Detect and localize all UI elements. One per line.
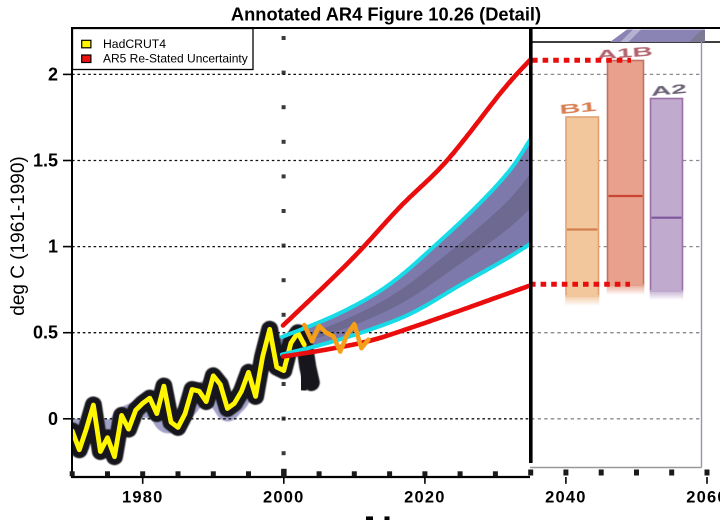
- svg-text:1.5: 1.5: [33, 151, 58, 171]
- svg-text:A2: A2: [650, 81, 687, 99]
- svg-text:AR5 Re-Stated Uncertainty: AR5 Re-Stated Uncertainty: [103, 52, 248, 66]
- svg-text:0: 0: [48, 409, 58, 429]
- svg-text:2: 2: [48, 64, 58, 84]
- svg-text:1: 1: [48, 237, 58, 257]
- svg-text:2040: 2040: [545, 489, 587, 507]
- svg-text:2000: 2000: [263, 489, 305, 507]
- svg-text:Annotated AR4 Figure 10.26 (De: Annotated AR4 Figure 10.26 (Detail): [231, 4, 541, 25]
- svg-text:0.5: 0.5: [33, 323, 58, 343]
- svg-text:1980: 1980: [122, 489, 164, 507]
- svg-text:HadCRUT4: HadCRUT4: [103, 37, 166, 51]
- svg-text:2020: 2020: [404, 489, 446, 507]
- svg-text:deg C (1961-1990): deg C (1961-1990): [8, 156, 29, 316]
- svg-text:B1: B1: [559, 99, 597, 117]
